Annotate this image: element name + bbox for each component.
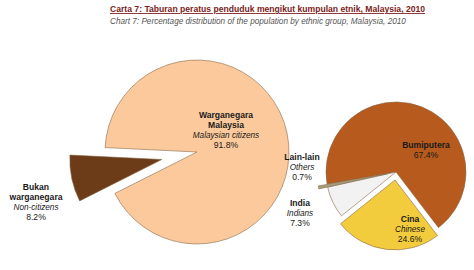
slice bbox=[105, 60, 289, 244]
plot-area bbox=[70, 60, 466, 250]
slice bbox=[70, 155, 162, 201]
subtitle: Chart 7: Percentage distribution of the … bbox=[110, 17, 406, 26]
title: Carta 7: Taburan peratus penduduk mengik… bbox=[110, 4, 425, 14]
data-label: 67.4% bbox=[414, 150, 439, 160]
category-label: WarganegaraMalaysia bbox=[199, 110, 253, 130]
translation-label: Others bbox=[290, 163, 315, 172]
translation-label: Non-citizens bbox=[13, 203, 58, 212]
translation-label: Indians bbox=[287, 209, 313, 218]
category-label: Cina bbox=[401, 214, 420, 224]
category-label: India bbox=[290, 198, 310, 208]
chart: Carta 7: Taburan peratus penduduk mengik… bbox=[0, 0, 474, 270]
category-label: Bukanwarganegara bbox=[8, 182, 62, 202]
slice bbox=[318, 174, 387, 189]
labels: WarganegaraMalaysiaMalaysian citizens91.… bbox=[8, 110, 450, 244]
data-label: 0.7% bbox=[292, 172, 312, 182]
translation-label: Chinese bbox=[395, 225, 425, 234]
data-label: 8.2% bbox=[26, 212, 46, 222]
pie bbox=[318, 102, 466, 250]
category-label: Lain-lain bbox=[284, 152, 319, 162]
pie bbox=[70, 60, 289, 244]
data-label: 7.3% bbox=[290, 218, 310, 228]
translation-label: Malaysian citizens bbox=[193, 131, 259, 140]
category-label: Bumiputera bbox=[402, 140, 450, 150]
data-label: 91.8% bbox=[214, 140, 239, 150]
data-label: 24.6% bbox=[398, 234, 423, 244]
